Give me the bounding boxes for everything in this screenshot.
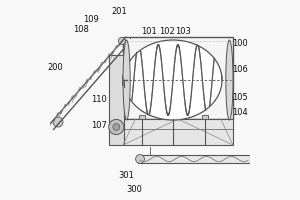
Polygon shape bbox=[202, 115, 208, 119]
Polygon shape bbox=[123, 37, 233, 119]
Text: 110: 110 bbox=[91, 96, 107, 104]
Polygon shape bbox=[139, 115, 145, 119]
Polygon shape bbox=[138, 155, 250, 163]
Text: 106: 106 bbox=[232, 66, 248, 74]
Ellipse shape bbox=[123, 40, 130, 120]
Text: 107: 107 bbox=[91, 121, 107, 130]
Text: 109: 109 bbox=[83, 16, 99, 24]
Polygon shape bbox=[123, 119, 233, 145]
Text: 200: 200 bbox=[47, 64, 63, 72]
Text: 201: 201 bbox=[111, 7, 127, 17]
Ellipse shape bbox=[226, 40, 233, 120]
Circle shape bbox=[109, 119, 124, 135]
Polygon shape bbox=[109, 55, 124, 145]
Ellipse shape bbox=[124, 40, 222, 120]
Circle shape bbox=[53, 117, 63, 127]
Text: 108: 108 bbox=[73, 25, 89, 34]
Text: 104: 104 bbox=[232, 108, 248, 116]
Text: 103: 103 bbox=[175, 26, 191, 36]
Text: 105: 105 bbox=[232, 94, 248, 102]
Text: 102: 102 bbox=[159, 26, 175, 36]
Circle shape bbox=[118, 37, 126, 45]
Circle shape bbox=[136, 155, 144, 163]
Text: 101: 101 bbox=[141, 26, 157, 36]
Polygon shape bbox=[122, 75, 131, 85]
Text: 100: 100 bbox=[232, 40, 248, 48]
Text: 301: 301 bbox=[118, 171, 134, 180]
Circle shape bbox=[113, 124, 120, 130]
Text: 300: 300 bbox=[126, 186, 142, 194]
